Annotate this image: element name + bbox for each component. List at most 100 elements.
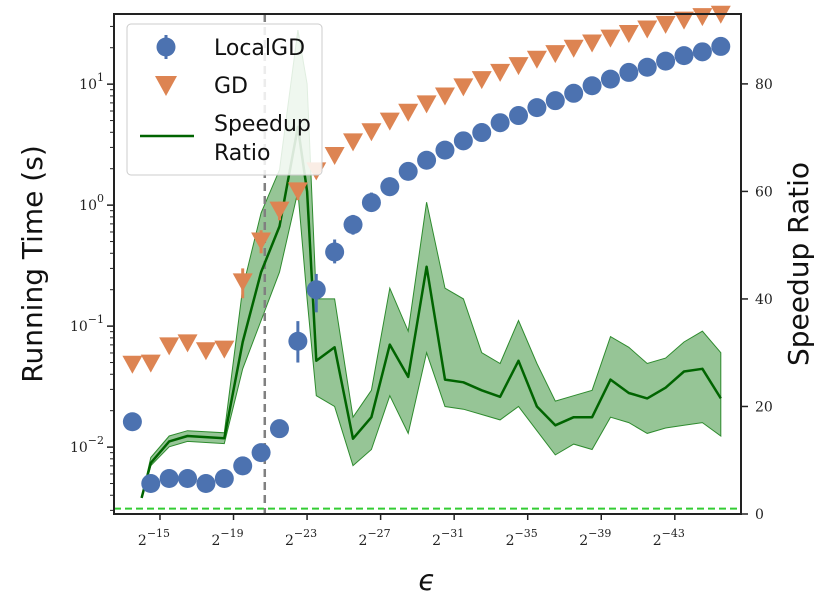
gd-point xyxy=(140,354,161,373)
gd-marker xyxy=(582,34,603,53)
localgd-marker xyxy=(361,193,381,213)
legend-localgd-label: LocalGD xyxy=(214,36,305,61)
gd-marker xyxy=(343,133,364,152)
localgd-marker xyxy=(288,331,308,351)
gd-point xyxy=(159,337,180,356)
localgd-marker xyxy=(178,469,198,489)
right-y-tick-label: 60 xyxy=(755,184,773,200)
localgd-marker xyxy=(214,469,234,489)
localgd-marker xyxy=(141,474,161,494)
localgd-marker xyxy=(656,51,676,71)
localgd-point xyxy=(159,469,179,489)
x-tick-label: 2−23 xyxy=(285,527,317,549)
localgd-marker xyxy=(251,443,271,463)
x-tick-label: 2−15 xyxy=(138,527,170,549)
legend-speedup-label-line2: Ratio xyxy=(214,141,270,166)
localgd-point xyxy=(674,46,694,66)
legend-gd-marker xyxy=(155,76,177,96)
legend-gd-label: GD xyxy=(214,74,248,99)
localgd-marker xyxy=(582,76,602,96)
gd-point xyxy=(214,340,235,359)
gd-marker xyxy=(269,201,290,220)
localgd-point xyxy=(545,91,565,111)
localgd-point xyxy=(343,214,363,235)
gd-point xyxy=(398,103,419,122)
gd-point xyxy=(343,133,364,152)
x-axis-label: ϵ xyxy=(418,564,435,597)
gd-point xyxy=(379,112,400,131)
x-tick-label: 2−43 xyxy=(653,527,685,549)
gd-point xyxy=(490,63,511,82)
localgd-marker xyxy=(600,69,620,89)
gd-point xyxy=(692,8,713,27)
left-y-tick-label: 101 xyxy=(79,71,104,93)
gd-point xyxy=(361,123,382,142)
gd-marker xyxy=(674,11,694,30)
localgd-marker xyxy=(564,83,584,103)
localgd-point xyxy=(251,443,271,463)
gd-marker xyxy=(379,112,400,131)
localgd-marker xyxy=(233,456,253,476)
gd-point xyxy=(545,45,566,64)
localgd-marker xyxy=(509,106,529,126)
localgd-point xyxy=(600,69,620,89)
legend-localgd-marker xyxy=(156,35,176,59)
localgd-point xyxy=(269,419,289,439)
gd-marker xyxy=(508,57,529,76)
localgd-point xyxy=(214,469,234,489)
gd-point xyxy=(416,95,437,114)
left-y-tick-label: 10−1 xyxy=(70,313,104,335)
localgd-marker xyxy=(417,150,437,170)
speedup-line-layer xyxy=(140,125,722,499)
x-tick-label: 2−31 xyxy=(432,527,464,549)
gd-point xyxy=(269,201,290,221)
legend-speedup-label-line1: Speedup xyxy=(214,112,311,137)
localgd-marker xyxy=(435,140,455,160)
gd-marker xyxy=(545,45,566,64)
x-tick-label: 2−27 xyxy=(359,527,391,549)
gd-marker xyxy=(471,71,492,90)
x-tick-label: 2−39 xyxy=(579,527,611,549)
localgd-marker xyxy=(343,215,363,235)
x-axis-ticks: 2−15 2−19 2−23 2−27 2−31 2−35 2−39 2−43 xyxy=(138,514,685,549)
localgd-point xyxy=(178,469,198,489)
gd-marker xyxy=(361,123,382,142)
localgd-point xyxy=(122,412,142,432)
localgd-point xyxy=(306,273,326,313)
localgd-point xyxy=(582,76,602,96)
localgd-marker xyxy=(619,62,639,82)
localgd-marker xyxy=(122,412,142,432)
localgd-point xyxy=(398,161,418,181)
localgd-point xyxy=(527,98,547,118)
left-y-tick-label: 10−2 xyxy=(70,434,104,456)
gd-marker xyxy=(416,95,437,114)
localgd-marker xyxy=(711,36,731,56)
gd-point xyxy=(177,334,198,353)
gd-marker xyxy=(434,87,455,106)
localgd-point xyxy=(472,123,492,143)
localgd-point xyxy=(619,62,639,82)
gd-point xyxy=(637,20,658,39)
localgd-marker xyxy=(380,177,400,197)
gd-marker xyxy=(398,103,419,122)
gd-point xyxy=(471,71,492,90)
x-tick-label: 2−35 xyxy=(506,527,538,549)
gd-point xyxy=(453,78,474,97)
localgd-marker xyxy=(398,161,418,181)
right-y-tick-label: 80 xyxy=(755,77,773,93)
gd-marker xyxy=(177,334,198,353)
localgd-point xyxy=(233,456,253,476)
gd-marker xyxy=(526,50,547,69)
gd-series-layer xyxy=(122,5,731,374)
gd-marker xyxy=(159,337,180,356)
gd-point xyxy=(434,87,455,106)
localgd-marker xyxy=(692,42,712,62)
localgd-marker xyxy=(453,131,473,151)
localgd-marker xyxy=(159,469,179,489)
right-y-tick-label: 0 xyxy=(755,507,764,523)
gd-marker xyxy=(287,182,308,201)
localgd-marker xyxy=(545,91,565,111)
localgd-point xyxy=(325,239,345,264)
gd-point xyxy=(618,24,639,43)
gd-marker xyxy=(195,342,216,361)
